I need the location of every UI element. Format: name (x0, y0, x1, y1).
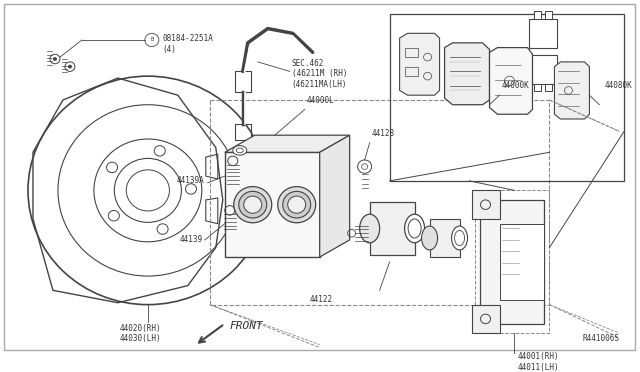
Text: 44000K: 44000K (502, 81, 529, 90)
Polygon shape (472, 190, 499, 219)
Ellipse shape (233, 146, 247, 155)
Ellipse shape (404, 214, 424, 243)
Ellipse shape (236, 148, 243, 153)
Ellipse shape (278, 187, 316, 223)
Text: FRONT: FRONT (230, 321, 264, 331)
Polygon shape (429, 219, 460, 257)
Polygon shape (490, 48, 532, 114)
Polygon shape (479, 200, 545, 324)
Polygon shape (472, 305, 499, 333)
Text: 44000L: 44000L (307, 96, 335, 105)
Text: 44020(RH)
44030(LH): 44020(RH) 44030(LH) (120, 324, 161, 343)
Text: 44001(RH)
44011(LH): 44001(RH) 44011(LH) (518, 352, 559, 372)
Ellipse shape (422, 226, 438, 250)
Ellipse shape (452, 226, 468, 250)
Polygon shape (534, 12, 541, 19)
Text: SEC.462
(46211M (RH)
(46211MA(LH): SEC.462 (46211M (RH) (46211MA(LH) (292, 59, 348, 89)
Polygon shape (225, 152, 320, 257)
Text: 44139: 44139 (180, 235, 203, 244)
Polygon shape (529, 55, 557, 84)
Polygon shape (545, 84, 552, 92)
Ellipse shape (283, 191, 310, 218)
Polygon shape (225, 135, 349, 152)
Text: R441006S: R441006S (582, 334, 620, 343)
Ellipse shape (360, 214, 380, 243)
Polygon shape (399, 33, 440, 95)
Polygon shape (529, 19, 557, 48)
Circle shape (68, 65, 72, 68)
Ellipse shape (244, 196, 262, 213)
Polygon shape (534, 84, 541, 92)
Polygon shape (370, 202, 415, 255)
Ellipse shape (234, 187, 272, 223)
Polygon shape (545, 12, 552, 19)
Text: 44139A: 44139A (177, 176, 205, 185)
Polygon shape (499, 224, 545, 300)
Ellipse shape (454, 230, 465, 246)
Text: 44080K: 44080K (604, 81, 632, 90)
Polygon shape (445, 43, 490, 105)
Polygon shape (554, 62, 589, 119)
Text: 44122: 44122 (310, 295, 333, 304)
Ellipse shape (239, 191, 267, 218)
Text: 08184-2251A
(4): 08184-2251A (4) (163, 34, 214, 54)
Circle shape (53, 57, 57, 61)
Text: 44128: 44128 (372, 129, 395, 138)
Text: B: B (150, 38, 154, 42)
Ellipse shape (408, 219, 421, 238)
Ellipse shape (288, 196, 306, 213)
Polygon shape (320, 135, 349, 257)
